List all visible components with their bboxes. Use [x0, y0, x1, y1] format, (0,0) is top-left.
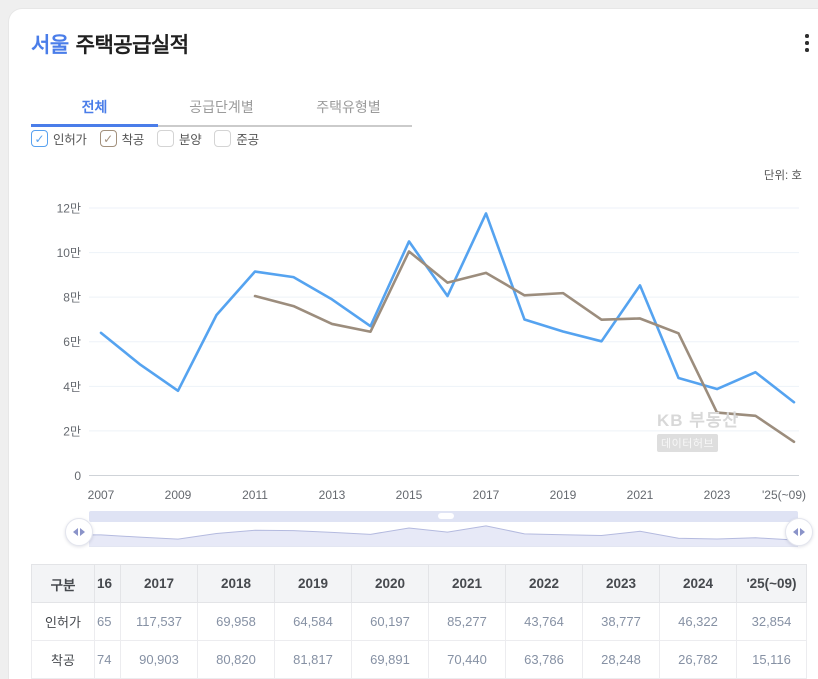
- col-header: 2024: [659, 564, 737, 603]
- cell-value: 60,197: [351, 602, 429, 641]
- permits-line: [99, 212, 796, 404]
- x-tick-label: 2019: [550, 488, 577, 502]
- nav-line: [89, 525, 798, 541]
- checkbox-unchecked-icon: [157, 130, 175, 147]
- table-header-row: 구분 16 2017 2018 2019 2020 2021 2022 2023 2024'25(…: [31, 564, 807, 603]
- col-header: 2017: [120, 564, 198, 603]
- tab-bar: 전체 공급단계별 주택유형별: [31, 91, 412, 127]
- table-row: 인허가 65 117,537 69,958 64,584 60,197 85,277 43,7…: [31, 602, 807, 641]
- kb-watermark-brand: KB 부동산: [657, 411, 740, 430]
- unit-label: 단위: 호: [763, 170, 802, 182]
- filter-completions[interactable]: 준공: [214, 129, 259, 148]
- cell-value: 117,537: [120, 602, 198, 641]
- x-tick-label: 2017: [473, 488, 500, 502]
- tab-all[interactable]: 전체: [31, 91, 158, 127]
- cell-value: 38,777: [582, 602, 660, 641]
- page-title: 서울 주택공급실적: [31, 29, 189, 59]
- cell-value: 63,786: [505, 640, 583, 679]
- resize-left-icon: [793, 528, 798, 536]
- y-tick-label: 2만: [63, 424, 81, 438]
- col-header: 2019: [274, 564, 352, 603]
- cell-value: 69,958: [197, 602, 275, 641]
- resize-right-icon: [800, 528, 805, 536]
- y-tick-label: 10만: [57, 246, 81, 260]
- col-header: 2022: [505, 564, 583, 603]
- filter-starts[interactable]: ✓ 착공: [99, 129, 144, 148]
- cell-value: 81,817: [274, 640, 352, 679]
- resize-right-icon: [80, 528, 85, 536]
- filter-sales[interactable]: 분양: [157, 129, 202, 148]
- nav-handle-left[interactable]: [65, 518, 93, 546]
- col-header: 2021: [428, 564, 506, 603]
- x-tick-label: 2011: [242, 488, 268, 502]
- y-tick-label: 4만: [63, 380, 81, 394]
- checkbox-unchecked-icon: [214, 130, 232, 147]
- col-header: 구분: [31, 564, 95, 603]
- col-header: 16: [94, 564, 121, 603]
- x-tick-label: 2015: [396, 488, 423, 502]
- x-tick-label: 2007: [88, 488, 115, 502]
- nav-handle-right[interactable]: [785, 518, 813, 546]
- cell-value: 43,764: [505, 602, 583, 641]
- kb-watermark: KB 부동산 데이터허브: [657, 406, 739, 452]
- cell-value: 46,322: [659, 602, 737, 641]
- range-scrollbar-grip[interactable]: [438, 513, 454, 519]
- title-label: 주택공급실적: [75, 34, 189, 57]
- cell-value: 28,248: [582, 640, 660, 679]
- x-tick-label: 2013: [319, 488, 346, 502]
- kb-watermark-hub: 데이터허브: [657, 434, 719, 452]
- filter-permits[interactable]: ✓ 인허가: [31, 129, 87, 148]
- cell-value: 15,116: [736, 640, 807, 679]
- col-header: 2023: [582, 564, 660, 603]
- cell-value: 64,584: [274, 602, 352, 641]
- cell-value: 70,440: [428, 640, 506, 679]
- region-label: 서울: [31, 34, 69, 57]
- supply-table-wrap: 구분 16 2017 2018 2019 2020 2021 2022 2023 2024'25(…: [31, 564, 807, 679]
- cell-value: 90,903: [120, 640, 198, 679]
- checkbox-checked-icon: ✓: [31, 130, 48, 147]
- cell-value: 69,891: [351, 640, 429, 679]
- y-tick-label: 8만: [63, 291, 81, 305]
- x-tick-label: 2023: [704, 488, 731, 502]
- resize-left-icon: [73, 528, 78, 536]
- supply-card: 0 2만 4만 6만 8만 10만 12만 2007 2009 2011 2013 2015 2017 2…: [8, 8, 818, 679]
- cell-value: 80,820: [197, 640, 275, 679]
- cell-value: 74: [94, 640, 121, 679]
- x-tick-label: 2021: [627, 488, 654, 502]
- tab-housing-type[interactable]: 주택유형별: [285, 91, 412, 127]
- checkbox-checked-icon: ✓: [99, 130, 117, 147]
- cell-value: 32,854: [736, 602, 807, 641]
- tab-supply-stage[interactable]: 공급단계별: [158, 91, 285, 127]
- row-label: 착공: [31, 640, 95, 679]
- y-tick-label: 6만: [63, 335, 81, 349]
- x-tick-label: '25(~09): [762, 488, 806, 502]
- x-tick-label: 2009: [165, 488, 192, 502]
- col-header: 2020: [351, 564, 429, 603]
- supply-table: 구분 16 2017 2018 2019 2020 2021 2022 2023 2024'25(…: [31, 564, 807, 679]
- cell-value: 65: [94, 602, 121, 641]
- starts-line: [253, 250, 796, 444]
- col-header: 2018: [197, 564, 275, 603]
- cell-value: 26,782: [659, 640, 737, 679]
- y-tick-label: 12만: [57, 201, 81, 215]
- cell-value: 85,277: [428, 602, 506, 641]
- table-row: 착공 74 90,903 80,820 81,817 69,891 70,440 63,786…: [31, 640, 807, 679]
- y-tick-label: 0: [74, 469, 81, 483]
- kebab-menu-icon[interactable]: [797, 30, 817, 56]
- series-filters: ✓ 인허가 ✓ 착공 분양 준공: [31, 129, 272, 148]
- nav-area: [89, 525, 798, 546]
- col-header: '25(~09): [736, 564, 807, 603]
- row-label: 인허가: [31, 602, 95, 641]
